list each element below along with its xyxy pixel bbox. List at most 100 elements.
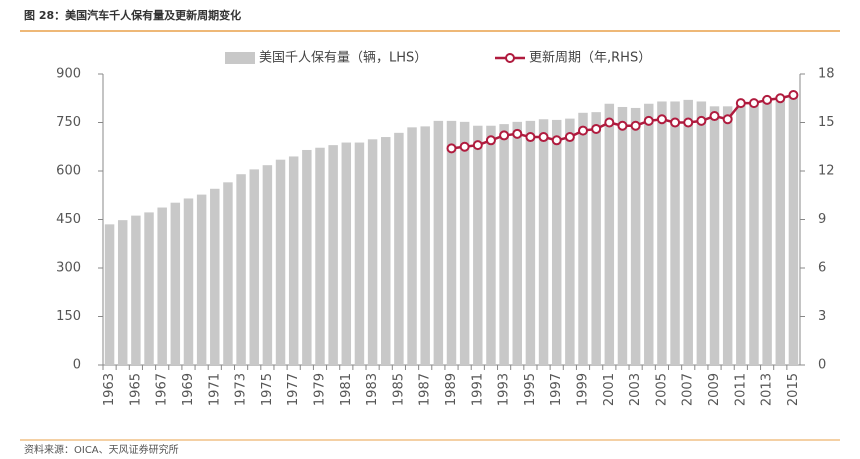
x-tick-label: 1997 bbox=[549, 373, 564, 406]
bar bbox=[275, 159, 286, 365]
line-marker bbox=[722, 114, 733, 125]
bar bbox=[696, 101, 707, 365]
bar bbox=[302, 149, 312, 365]
x-tick-label: 1981 bbox=[339, 373, 354, 406]
y-tick-label: 750 bbox=[56, 115, 81, 130]
y-tick-label: 450 bbox=[56, 212, 81, 227]
bar bbox=[749, 103, 759, 365]
y-tick-label: 900 bbox=[56, 67, 81, 82]
legend-label: 美国千人保有量（辆，LHS） bbox=[259, 51, 427, 66]
line-marker bbox=[578, 125, 589, 136]
bar bbox=[394, 132, 404, 365]
bar bbox=[617, 106, 628, 365]
bar bbox=[446, 120, 457, 365]
y-tick-label: 600 bbox=[56, 164, 81, 179]
bar bbox=[512, 121, 522, 365]
bar bbox=[315, 147, 325, 365]
line-marker bbox=[512, 128, 523, 139]
x-tick-label: 1967 bbox=[155, 373, 170, 406]
line-marker bbox=[696, 115, 707, 126]
bar bbox=[288, 156, 299, 365]
line-marker bbox=[656, 114, 667, 125]
x-tick-label: 1963 bbox=[102, 373, 117, 406]
bar bbox=[249, 169, 259, 365]
bar bbox=[367, 139, 378, 365]
line-marker bbox=[683, 117, 694, 128]
x-tick-label: 1993 bbox=[497, 373, 512, 406]
bar bbox=[117, 220, 128, 365]
bar bbox=[104, 224, 115, 365]
bar bbox=[525, 120, 536, 365]
x-tick-label: 2005 bbox=[654, 373, 669, 406]
bar bbox=[262, 165, 273, 365]
x-tick-label: 1989 bbox=[444, 373, 459, 406]
chart-title: 图 28：美国汽车千人保有量及更新周期变化 bbox=[24, 8, 241, 22]
bar bbox=[565, 118, 575, 366]
y2-tick-label: 3 bbox=[818, 309, 826, 324]
bar bbox=[736, 104, 746, 365]
bar bbox=[459, 121, 470, 365]
line-marker bbox=[709, 111, 720, 122]
y-tick-label: 0 bbox=[73, 358, 81, 373]
bar bbox=[644, 103, 654, 365]
line-marker bbox=[538, 132, 549, 143]
x-tick-label: 1975 bbox=[260, 373, 275, 406]
bar bbox=[170, 202, 181, 365]
bar bbox=[354, 142, 365, 365]
line-marker bbox=[775, 93, 786, 104]
y2-tick-label: 6 bbox=[818, 261, 826, 276]
line-marker bbox=[735, 98, 746, 109]
bar bbox=[604, 103, 615, 365]
line-marker bbox=[617, 120, 628, 131]
line-marker bbox=[762, 94, 773, 105]
y-tick-label: 150 bbox=[56, 309, 81, 324]
x-tick-label: 2009 bbox=[707, 373, 722, 406]
line-marker bbox=[564, 132, 575, 143]
bar bbox=[131, 215, 141, 365]
line-marker bbox=[748, 98, 759, 109]
bar bbox=[210, 188, 220, 365]
x-tick-label: 1977 bbox=[286, 373, 301, 406]
bar bbox=[591, 112, 601, 365]
line-marker bbox=[485, 135, 496, 146]
bar bbox=[196, 194, 207, 365]
bar bbox=[433, 120, 444, 365]
bar bbox=[407, 127, 417, 365]
bar bbox=[420, 126, 430, 365]
x-tick-label: 1971 bbox=[207, 373, 222, 406]
y2-tick-label: 0 bbox=[818, 358, 826, 373]
bar bbox=[551, 119, 562, 365]
bar bbox=[722, 106, 733, 365]
bar bbox=[683, 99, 693, 365]
bar bbox=[486, 125, 496, 365]
line-marker bbox=[472, 140, 483, 151]
x-tick-label: 2011 bbox=[733, 373, 748, 406]
y2-tick-label: 18 bbox=[818, 67, 835, 82]
line-marker bbox=[446, 143, 457, 154]
bar bbox=[381, 137, 391, 365]
line-marker bbox=[604, 117, 615, 128]
bar bbox=[328, 145, 338, 365]
x-tick-label: 1985 bbox=[391, 373, 406, 406]
line-marker bbox=[643, 115, 654, 126]
bar bbox=[223, 182, 233, 365]
y2-tick-label: 9 bbox=[818, 212, 826, 227]
x-tick-label: 2007 bbox=[681, 373, 696, 406]
y2-tick-label: 15 bbox=[818, 115, 835, 130]
x-tick-label: 2003 bbox=[628, 373, 643, 406]
y2-tick-label: 12 bbox=[818, 164, 835, 179]
line-marker bbox=[670, 117, 681, 128]
bar bbox=[499, 124, 509, 365]
line-marker bbox=[459, 141, 470, 152]
line-marker bbox=[551, 135, 562, 146]
x-tick-label: 1973 bbox=[234, 373, 249, 406]
bar bbox=[670, 101, 680, 365]
bar bbox=[341, 142, 352, 365]
bar bbox=[630, 107, 641, 365]
line-marker bbox=[525, 132, 536, 143]
legend-marker bbox=[505, 53, 515, 63]
bar bbox=[657, 101, 667, 365]
x-tick-label: 1965 bbox=[128, 373, 143, 406]
bar bbox=[183, 198, 194, 365]
x-tick-label: 1987 bbox=[418, 373, 433, 406]
